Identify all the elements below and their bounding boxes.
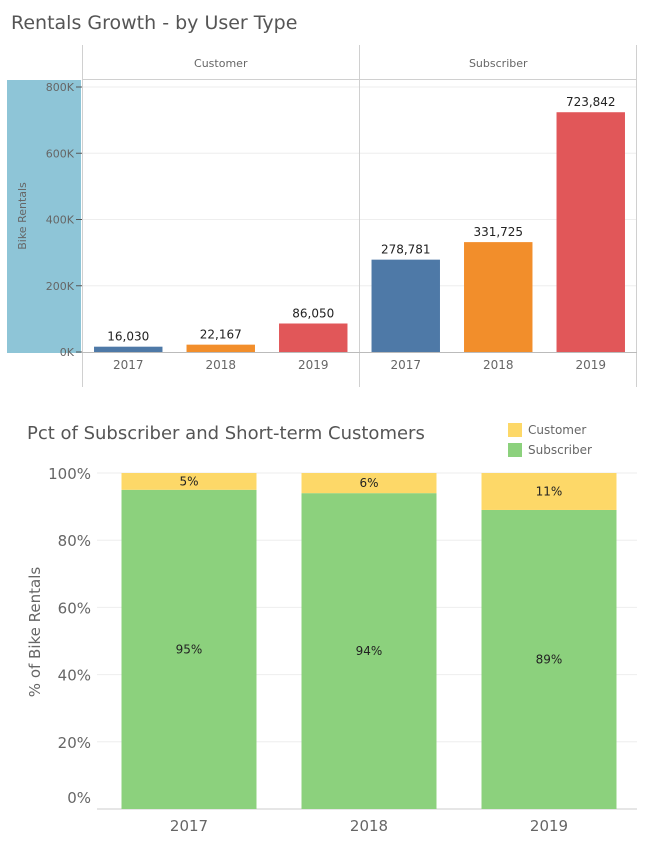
data-label: 11% [536, 484, 563, 498]
y-tick-label: 400K [46, 214, 75, 227]
rentals-growth-chart: Rentals Growth - by User Type Bike Renta… [7, 12, 637, 387]
bar [556, 112, 625, 352]
data-label: 94% [356, 644, 383, 658]
x-tick-label: 2017 [390, 358, 421, 372]
panel-header: Subscriber [469, 57, 528, 70]
bar-segment [481, 473, 617, 510]
legend: Customer Subscriber [508, 423, 592, 457]
chart-title: Rentals Growth - by User Type [11, 12, 297, 34]
x-tick-label: 2018 [205, 358, 236, 372]
data-label: 5% [179, 474, 198, 488]
data-label: 22,167 [200, 328, 242, 342]
y-tick-label: 600K [46, 147, 75, 160]
bar [279, 323, 348, 352]
data-label: 89% [536, 652, 563, 666]
data-label: 86,050 [292, 306, 334, 320]
y-tick-label: 200K [46, 280, 75, 293]
legend-label: Subscriber [528, 443, 592, 457]
bar-segment [481, 509, 617, 809]
bar-segment [301, 473, 437, 494]
y-tick-label: 100% [48, 465, 91, 483]
data-label: 723,842 [566, 95, 616, 109]
y-tick-label: 40% [58, 667, 91, 685]
x-tick-label: 2019 [530, 817, 568, 835]
y-tick-label: 0% [67, 789, 91, 807]
pct-subscriber-chart: Pct of Subscriber and Short-term Custome… [26, 423, 637, 835]
y-tick-label: 80% [58, 532, 91, 550]
y-axis-label: Bike Rentals [16, 182, 29, 250]
x-tick-label: 2019 [575, 358, 606, 372]
data-label: 16,030 [107, 330, 149, 344]
data-label: 331,725 [473, 225, 523, 239]
legend-swatch [508, 443, 522, 457]
y-tick-label: 20% [58, 734, 91, 752]
bar-segment [301, 493, 437, 809]
data-label: 6% [359, 476, 378, 490]
x-tick-label: 2019 [298, 358, 329, 372]
bar-segment [121, 489, 257, 809]
x-tick-label: 2017 [170, 817, 208, 835]
panel-header: Customer [194, 57, 248, 70]
bar [94, 346, 163, 352]
data-label: 278,781 [381, 243, 431, 257]
legend-swatch [508, 423, 522, 437]
x-tick-label: 2018 [350, 817, 388, 835]
x-tick-label: 2018 [483, 358, 514, 372]
x-tick-label: 2017 [113, 358, 144, 372]
y-axis-label: % of Bike Rentals [26, 567, 44, 698]
bar [186, 344, 255, 352]
data-label: 95% [176, 642, 203, 656]
chart-title: Pct of Subscriber and Short-term Custome… [27, 423, 425, 444]
bar [464, 242, 533, 352]
bar-segment [121, 473, 257, 490]
y-tick-label: 0K [60, 346, 75, 359]
y-axis-label-band [7, 80, 81, 353]
y-tick-label: 60% [58, 599, 91, 617]
y-tick-label: 800K [46, 81, 75, 94]
legend-label: Customer [528, 423, 586, 437]
bar [371, 259, 440, 352]
